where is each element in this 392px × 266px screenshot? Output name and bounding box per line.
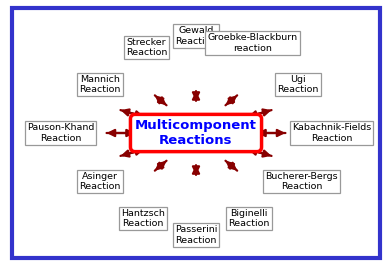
Text: Passerini
Reaction: Passerini Reaction — [175, 226, 217, 245]
Text: Bucherer-Bergs
Reaction: Bucherer-Bergs Reaction — [265, 172, 338, 192]
Text: Biginelli
Reaction: Biginelli Reaction — [228, 209, 270, 228]
Text: Gewald
Reaction: Gewald Reaction — [175, 26, 217, 46]
Text: Mannich
Reaction: Mannich Reaction — [80, 74, 121, 94]
Text: Groebke-Blackburn
reaction: Groebke-Blackburn reaction — [207, 33, 298, 52]
Text: Kabachnik-Fields
Reaction: Kabachnik-Fields Reaction — [292, 123, 371, 143]
Text: Hantzsch
Reaction: Hantzsch Reaction — [121, 209, 165, 228]
Text: Multicomponent
Reactions: Multicomponent Reactions — [135, 119, 257, 147]
Text: Asinger
Reaction: Asinger Reaction — [80, 172, 121, 192]
Text: Ugi
Reaction: Ugi Reaction — [278, 74, 319, 94]
Text: Strecker
Reaction: Strecker Reaction — [126, 38, 167, 57]
Text: Pauson-Khand
Reaction: Pauson-Khand Reaction — [27, 123, 94, 143]
